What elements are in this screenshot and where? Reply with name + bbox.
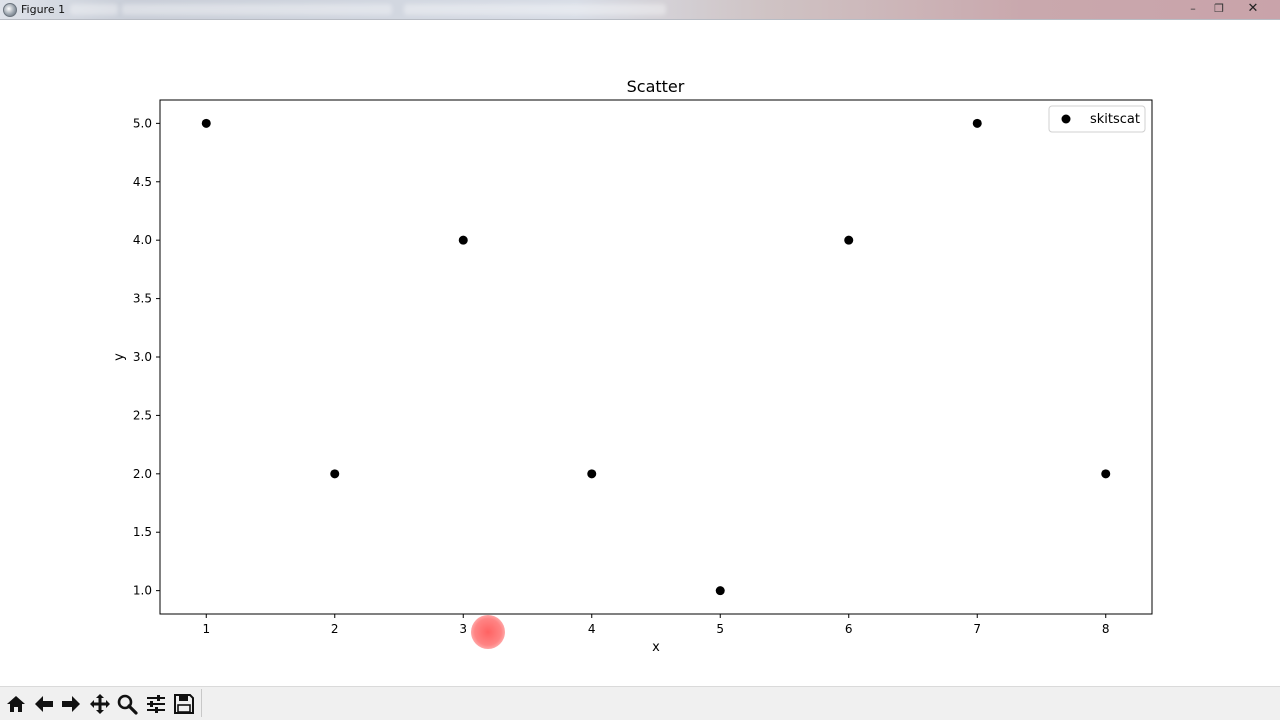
window-title: Figure 1 xyxy=(21,3,66,16)
arrow-right-icon xyxy=(62,696,80,712)
x-axis: 1 2 3 4 5 6 7 8 xyxy=(202,614,1110,636)
cursor-highlight xyxy=(471,615,505,649)
toolbar-separator xyxy=(201,689,202,717)
x-tick-label: 7 xyxy=(973,622,981,636)
home-icon xyxy=(7,696,25,712)
app-icon xyxy=(3,3,17,17)
y-tick-label: 2.5 xyxy=(133,408,152,422)
x-tick-label: 4 xyxy=(588,622,596,636)
scatter-point xyxy=(844,235,854,245)
scatter-point xyxy=(715,586,725,596)
x-axis-label: x xyxy=(652,640,660,655)
floppy-disk-icon xyxy=(174,694,194,714)
configure-subplots-button[interactable] xyxy=(143,692,169,716)
window-titlebar: Figure 1 – ❐ ✕ xyxy=(0,0,1280,20)
forward-button[interactable] xyxy=(58,692,84,716)
figure-canvas: Scatter 1.0 1.5 2.0 2.5 3.0 3.5 4.0 4.5 5.0 1 2 3 4… xyxy=(112,77,1153,655)
legend-marker xyxy=(1061,114,1071,124)
x-tick-label: 5 xyxy=(716,622,724,636)
blurred-tab xyxy=(404,4,666,15)
y-tick-label: 4.0 xyxy=(133,233,152,247)
save-button[interactable] xyxy=(171,692,197,716)
scatter-point xyxy=(201,118,211,128)
navigation-toolbar xyxy=(0,686,1280,720)
chart-title: Scatter xyxy=(627,77,685,96)
back-button[interactable] xyxy=(31,692,57,716)
y-tick-label: 1.5 xyxy=(133,525,152,539)
blurred-tab xyxy=(70,4,118,15)
scatter-point xyxy=(972,118,982,128)
close-button[interactable]: ✕ xyxy=(1247,1,1259,16)
x-tick-label: 1 xyxy=(202,622,210,636)
y-axis: 1.0 1.5 2.0 2.5 3.0 3.5 4.0 4.5 5.0 xyxy=(133,116,160,598)
y-tick-label: 3.0 xyxy=(133,350,152,364)
minimize-button[interactable]: – xyxy=(1190,2,1196,15)
pan-button[interactable] xyxy=(87,692,113,716)
y-tick-label: 1.0 xyxy=(133,584,152,598)
legend-box xyxy=(1048,105,1146,133)
maximize-button[interactable]: ❐ xyxy=(1214,2,1224,15)
y-tick-label: 5.0 xyxy=(133,116,152,130)
y-tick-label: 2.0 xyxy=(133,467,152,481)
scatter-point xyxy=(330,469,340,479)
x-tick-label: 8 xyxy=(1102,622,1110,636)
scatter-point xyxy=(1101,469,1111,479)
legend: skitscat xyxy=(1048,105,1146,133)
y-tick-label: 3.5 xyxy=(133,292,152,306)
move-icon xyxy=(90,694,110,714)
arrow-left-icon xyxy=(35,696,53,712)
x-tick-label: 3 xyxy=(459,622,467,636)
plot-area xyxy=(159,99,1153,615)
scatter-point xyxy=(458,235,468,245)
x-tick-label: 6 xyxy=(845,622,853,636)
scatter-series xyxy=(201,118,1111,596)
x-tick-label: 2 xyxy=(331,622,339,636)
scatter-point xyxy=(587,469,597,479)
blurred-tab xyxy=(122,4,392,15)
magnifier-icon xyxy=(117,694,138,715)
home-button[interactable] xyxy=(3,692,29,716)
legend-label: skitscat xyxy=(1090,112,1140,127)
sliders-icon xyxy=(147,695,165,713)
y-axis-label: y xyxy=(112,353,127,361)
zoom-button[interactable] xyxy=(114,692,140,716)
y-tick-label: 4.5 xyxy=(133,175,152,189)
